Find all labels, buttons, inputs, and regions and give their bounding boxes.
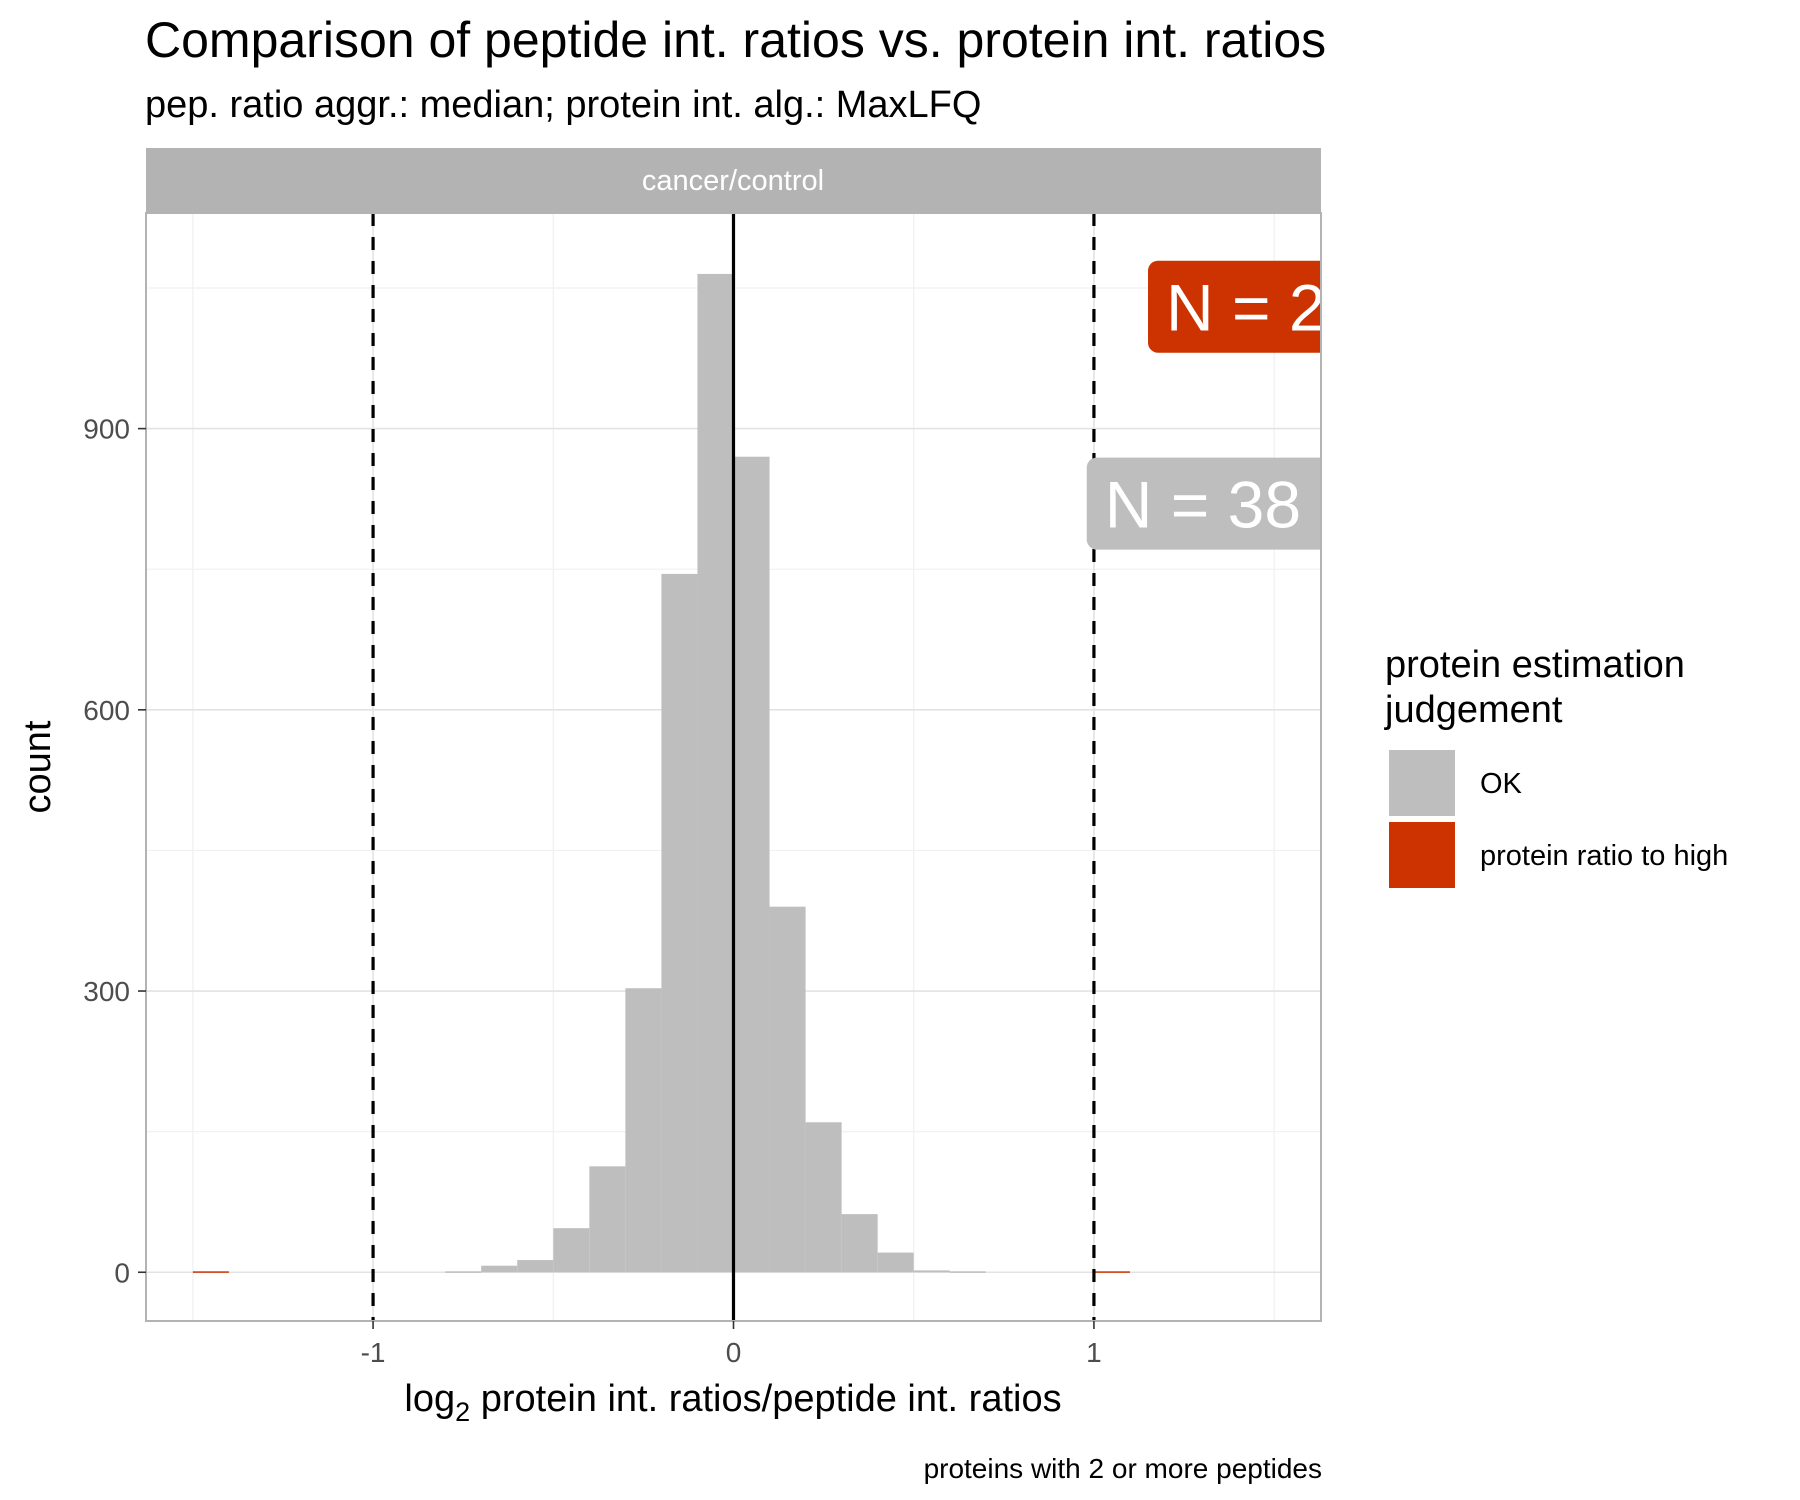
legend-key-swatch — [1389, 822, 1455, 888]
histogram-bar — [1093, 1271, 1130, 1273]
x-axis-title-subscript: 2 — [455, 1397, 470, 1427]
facet-strip — [146, 148, 1321, 212]
x-tick-label: 1 — [1086, 1337, 1102, 1368]
histogram-bar — [589, 1166, 626, 1273]
histogram-bar — [805, 1122, 842, 1273]
histogram-bar — [481, 1265, 518, 1273]
count-annotations: N = 2 N = 38 — [1086, 260, 1326, 550]
histogram-bar — [697, 273, 734, 1273]
histogram-bar — [192, 1271, 229, 1273]
y-tick-label: 900 — [83, 414, 130, 445]
x-tick-label: -1 — [361, 1337, 386, 1368]
histogram-bar — [877, 1252, 914, 1273]
y-tick-label: 0 — [114, 1257, 130, 1288]
histogram-bar — [913, 1270, 950, 1273]
x-tick-label: 0 — [726, 1337, 742, 1368]
y-axis: 0 300 600 900 — [83, 414, 146, 1288]
chart-subtitle: pep. ratio aggr.: median; protein int. a… — [145, 84, 981, 126]
bars — [192, 273, 1130, 1273]
histogram-bar — [841, 1214, 878, 1273]
chart-caption: proteins with 2 or more peptides — [924, 1453, 1322, 1484]
histogram-bar — [517, 1260, 554, 1273]
y-tick-label: 600 — [83, 695, 130, 726]
chart-title: Comparison of peptide int. ratios vs. pr… — [145, 12, 1326, 68]
legend-key-label: protein ratio to high — [1480, 840, 1728, 872]
histogram-bar — [769, 906, 806, 1273]
histogram-bar — [949, 1271, 986, 1273]
histogram-bar — [553, 1228, 590, 1273]
legend-title-line2: judgement — [1384, 689, 1563, 731]
x-axis-title: log2 protein int. ratios/peptide int. ra… — [404, 1378, 1061, 1427]
legend-key-swatch — [1389, 750, 1455, 816]
x-axis-title-log: log — [404, 1378, 455, 1420]
legend-title-line1: protein estimation — [1385, 644, 1685, 686]
y-tick-label: 300 — [83, 976, 130, 1007]
y-axis-title: count — [17, 720, 59, 813]
histogram-bar — [625, 988, 662, 1273]
facet-label: cancer/control — [642, 165, 824, 197]
annotation-label-text: N = 38 — [1105, 468, 1301, 542]
x-axis-title-rest: protein int. ratios/peptide int. ratios — [470, 1378, 1061, 1420]
legend: OK protein ratio to high — [1389, 750, 1728, 888]
annotation-label-text: N = 2 — [1166, 271, 1326, 345]
x-axis: -1 0 1 — [361, 1321, 1102, 1368]
histogram-bar — [733, 456, 770, 1273]
histogram-bar — [445, 1271, 482, 1273]
reference-lines — [371, 213, 1096, 1321]
annotation-label-box — [1086, 457, 1321, 550]
annotation-label-box — [1148, 260, 1321, 353]
legend-key-label: OK — [1480, 768, 1523, 800]
histogram-bar — [661, 573, 698, 1273]
